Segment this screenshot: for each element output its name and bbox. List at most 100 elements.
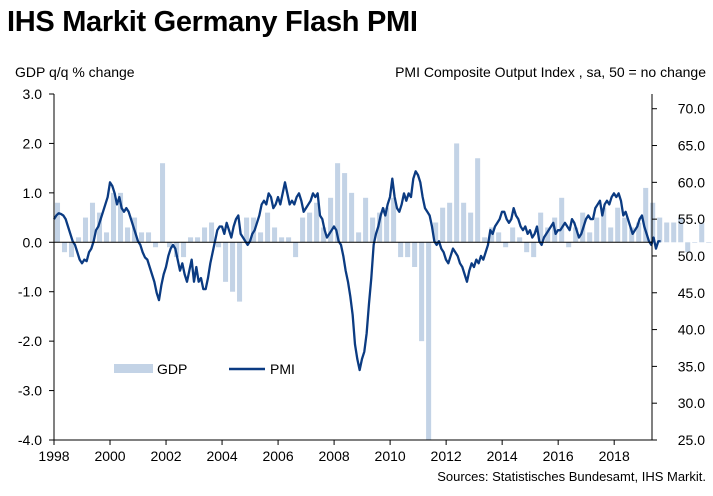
gdp-bar (412, 242, 418, 267)
gdp-bar (629, 227, 635, 243)
pmi-line-group (53, 170, 661, 372)
gdp-bar (265, 212, 271, 243)
gdp-bar (188, 237, 194, 243)
gdp-bar (517, 237, 523, 243)
left-tick-label: -1.0 (18, 284, 42, 300)
gdp-bar (195, 237, 201, 243)
gdp-bars (54, 143, 712, 440)
right-tick-label: 65.0 (678, 138, 705, 154)
gdp-bar (573, 227, 579, 243)
right-tick-label: 55.0 (678, 211, 705, 227)
gdp-bar (482, 237, 488, 243)
gdp-bar (75, 237, 82, 243)
gdp-bar (538, 212, 544, 243)
gdp-bar (531, 242, 537, 258)
legend-pmi-label: PMI (270, 361, 295, 377)
gdp-bar (587, 232, 593, 243)
gdp-bar (706, 242, 712, 243)
gdp-bar (461, 202, 467, 243)
gdp-bar (96, 212, 103, 243)
gdp-bar (685, 242, 691, 253)
gdp-bar (391, 197, 397, 243)
gdp-bar (61, 242, 68, 253)
left-tick-label: -3.0 (18, 383, 42, 399)
gdp-bar (118, 192, 124, 243)
source-note: Sources: Statistisches Bundesamt, IHS Ma… (437, 469, 706, 484)
gdp-bar (328, 197, 334, 243)
gdp-bar (363, 197, 369, 243)
left-tick-label: 3.0 (23, 86, 43, 102)
x-tick-label: 2014 (487, 448, 518, 464)
x-tick-label: 2012 (431, 448, 462, 464)
gdp-bar (272, 227, 278, 243)
right-tick-label: 25.0 (678, 432, 705, 448)
gdp-bar (293, 242, 299, 258)
gdp-bar (181, 242, 187, 258)
gdp-bar (202, 227, 208, 243)
gdp-bar (104, 232, 110, 243)
gdp-bar (524, 242, 530, 253)
gdp-bar (608, 227, 614, 243)
right-tick-label: 50.0 (678, 248, 705, 264)
gdp-bar (244, 217, 250, 243)
gdp-bar (643, 187, 649, 243)
gdp-bar (223, 242, 229, 282)
x-tick-label: 2000 (94, 448, 125, 464)
gdp-bar (622, 217, 628, 243)
gdp-bar (419, 242, 425, 342)
x-tick-label: 1998 (38, 448, 69, 464)
gdp-bar (153, 242, 159, 248)
left-tick-label: 2.0 (23, 135, 43, 151)
gdp-bar (82, 217, 89, 243)
x-tick-label: 2002 (150, 448, 181, 464)
x-tick-label: 2006 (262, 448, 293, 464)
gdp-bar (307, 212, 313, 243)
gdp-bar (167, 242, 173, 248)
gdp-bar (342, 173, 348, 243)
gdp-bar (433, 222, 439, 243)
gdp-bar (286, 237, 292, 243)
gdp-bar (566, 242, 572, 248)
gdp-bar (321, 227, 327, 243)
gdp-bar (349, 192, 355, 243)
x-tick-label: 2010 (375, 448, 406, 464)
gdp-bar (503, 242, 509, 248)
right-tick-label: 60.0 (678, 174, 705, 190)
gdp-bar (216, 242, 222, 248)
gdp-bar (426, 242, 432, 440)
gdp-bar (125, 227, 131, 243)
gdp-bar (300, 217, 306, 243)
gdp-bar (384, 207, 390, 243)
gdp-bar (314, 202, 320, 243)
gdp-bar (139, 232, 145, 243)
gdp-bar (440, 207, 446, 243)
gdp-bar (454, 143, 460, 243)
gdp-bar (237, 242, 243, 302)
gdp-bar (475, 158, 481, 243)
gdp-bar (699, 222, 705, 243)
gdp-bar (405, 242, 411, 258)
right-tick-label: 45.0 (678, 285, 705, 301)
left-tick-label: 1.0 (23, 185, 43, 201)
gdp-bar (671, 222, 677, 243)
legend: GDP PMI (114, 361, 295, 377)
gdp-bar (559, 197, 565, 243)
gdp-bar (160, 163, 166, 243)
legend-gdp-label: GDP (157, 361, 187, 377)
gdp-bar (111, 192, 117, 243)
gdp-bar (657, 217, 663, 243)
gdp-bar (615, 207, 621, 243)
gdp-bar (230, 242, 236, 292)
gdp-bar (356, 232, 362, 243)
x-tick-label: 2016 (543, 448, 574, 464)
gdp-bar (545, 227, 551, 243)
gdp-bar (209, 222, 215, 243)
gdp-bar (636, 222, 642, 243)
gdp-bar (601, 207, 607, 243)
gdp-bar (664, 222, 670, 243)
right-tick-label: 70.0 (678, 101, 705, 117)
gdp-bar (678, 217, 684, 243)
gdp-bar (489, 227, 495, 243)
gdp-bar (496, 232, 502, 243)
gdp-bar (692, 242, 698, 243)
